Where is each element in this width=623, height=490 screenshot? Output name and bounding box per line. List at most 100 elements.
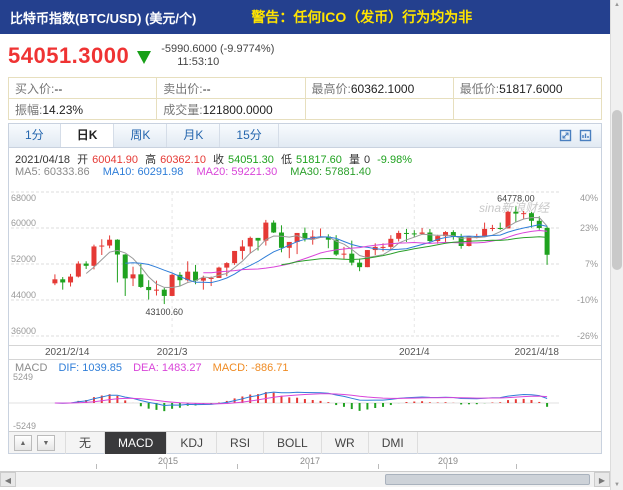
- scroll-down-button[interactable]: ▼: [614, 482, 620, 488]
- candle-body: [60, 279, 66, 283]
- year-label-2017: 2017: [300, 456, 321, 466]
- y-axis-price-label: 52000: [11, 254, 36, 264]
- candle-body: [482, 228, 488, 237]
- tab-daily-k[interactable]: 日K: [60, 124, 115, 147]
- candle-body: [185, 271, 191, 281]
- year-label-2019: 2019: [438, 456, 459, 466]
- year-label-2015: 2015: [158, 456, 179, 466]
- candle-body: [146, 286, 152, 291]
- price-down-arrow-icon: [137, 50, 152, 64]
- candle-body: [489, 228, 495, 229]
- ma5-value: MA5: 60333.86: [15, 166, 90, 178]
- ma30-value: MA30: 57881.40: [290, 166, 372, 178]
- amplitude-cell: 振幅:14.23%: [7, 98, 158, 120]
- candle-body: [232, 250, 238, 264]
- price-row: 54051.3000 -5990.6000 (-9.9774%) 11:53:1…: [8, 37, 602, 75]
- indicator-up-button[interactable]: ▲: [14, 434, 32, 451]
- candle-body: [83, 263, 89, 266]
- amplitude-label: 振幅:: [15, 102, 43, 117]
- candle-body: [208, 277, 214, 279]
- candle-body: [177, 274, 183, 281]
- sell-price-value: --: [202, 81, 211, 96]
- tab-monthly-k[interactable]: 月K: [167, 124, 221, 147]
- macd-axis-max: 5249: [13, 372, 34, 382]
- tab-dmi[interactable]: DMI: [369, 431, 418, 454]
- indicator-down-button[interactable]: ▼: [37, 434, 55, 451]
- amplitude-value: 14.23%: [42, 102, 84, 117]
- vertical-scrollbar[interactable]: ▲ ▼: [610, 0, 623, 490]
- open-label: 开: [77, 154, 89, 166]
- candle-body: [325, 236, 331, 240]
- candle-body: [107, 239, 113, 246]
- low-label: 低: [280, 154, 292, 166]
- vertical-scroll-thumb[interactable]: [612, 110, 622, 270]
- low-value: 51817.60: [295, 154, 342, 166]
- candle-body: [68, 276, 74, 283]
- tab-rsi[interactable]: RSI: [217, 431, 265, 454]
- candle-body: [294, 232, 300, 242]
- ico-warning-ticker: 警告：任何ICO（发币）行为均为非: [251, 9, 473, 25]
- candle-body: [474, 236, 480, 238]
- macd-chart[interactable]: [9, 375, 601, 431]
- sell-price-label: 卖出价:: [163, 81, 203, 96]
- empty-cell: [304, 98, 454, 120]
- candle-body: [75, 263, 81, 277]
- tab-macd[interactable]: MACD: [105, 431, 168, 454]
- high-price-cell: 最高价:60362.1000: [304, 77, 454, 99]
- tab-none[interactable]: 无: [65, 431, 106, 454]
- chart-toolbar-icons: [559, 124, 601, 147]
- dif-line: [54, 391, 548, 407]
- candle-body: [521, 213, 527, 215]
- candle-body: [403, 232, 409, 234]
- horizontal-scrollbar[interactable]: ◀ ▶: [0, 471, 610, 487]
- y-axis-price-label: 44000: [11, 290, 36, 300]
- high-value: 60362.10: [160, 154, 206, 166]
- buy-price-cell: 买入价:--: [7, 77, 158, 99]
- timeline-tick: [166, 464, 167, 469]
- timeline-tick: [308, 464, 309, 469]
- tab-weekly-k[interactable]: 周K: [114, 124, 168, 147]
- scroll-up-button[interactable]: ▲: [614, 2, 620, 8]
- tab-boll[interactable]: BOLL: [264, 431, 322, 454]
- dea-line: [54, 393, 548, 405]
- history-range-selector[interactable]: 2015 2017 2019: [8, 456, 602, 469]
- candle-body: [505, 211, 511, 229]
- tab-15min[interactable]: 15分: [220, 124, 279, 147]
- ma-legend: MA5: 60333.86 MA10: 60291.98 MA20: 59221…: [9, 166, 601, 182]
- candle-body: [341, 253, 347, 255]
- candle-body: [193, 271, 199, 281]
- change-block: -5990.6000 (-9.9774%) 11:53:10: [161, 43, 274, 69]
- y-axis-price-label: 68000: [11, 193, 36, 203]
- candle-body: [99, 245, 105, 247]
- y-axis-percent-label: 40%: [580, 193, 598, 203]
- main-column: 比特币指数(BTC/USD) (美元/个) 警告：任何ICO（发币）行为均为非 …: [0, 0, 610, 487]
- price-annotation: 43100.60: [146, 307, 184, 317]
- scroll-right-button[interactable]: ▶: [594, 472, 610, 487]
- macd-pane-title: MACD: [15, 362, 48, 374]
- tab-kdj[interactable]: KDJ: [167, 431, 218, 454]
- candle-body: [435, 236, 441, 242]
- quote-row-2: 振幅:14.23% 成交量:121800.0000: [7, 98, 603, 120]
- price-change: -5990.6000 (-9.9774%): [161, 43, 275, 55]
- high-price-value: 60362.1000: [350, 81, 415, 96]
- price-annotation: 64778.00: [497, 193, 535, 203]
- horizontal-scroll-thumb[interactable]: [385, 474, 590, 485]
- quote-panel: 54051.3000 -5990.6000 (-9.9774%) 11:53:1…: [0, 34, 610, 120]
- tab-1min[interactable]: 1分: [9, 124, 61, 147]
- instrument-title: 比特币指数(BTC/USD) (美元/个): [10, 10, 197, 26]
- quote-table: 买入价:-- 卖出价:-- 最高价:60362.1000 最低价:51817.6…: [7, 77, 603, 120]
- fullscreen-icon[interactable]: [559, 129, 572, 142]
- candle-body: [91, 246, 97, 266]
- volume-cell: 成交量:121800.0000: [156, 98, 306, 120]
- candlestick-chart[interactable]: 68000 40% 60000 23% 52000 7% 44000 -10% 36000 -26…: [9, 182, 601, 346]
- buy-price-value: --: [54, 81, 63, 96]
- macd-value: MACD: -886.71: [212, 362, 289, 374]
- tab-wr[interactable]: WR: [322, 431, 369, 454]
- open-new-window-icon[interactable]: [579, 129, 592, 142]
- timeline-tick: [237, 464, 238, 469]
- scroll-left-button[interactable]: ◀: [0, 472, 16, 487]
- open-value: 60041.90: [92, 154, 139, 166]
- candle-body: [200, 277, 206, 281]
- timeline-tick: [516, 464, 517, 469]
